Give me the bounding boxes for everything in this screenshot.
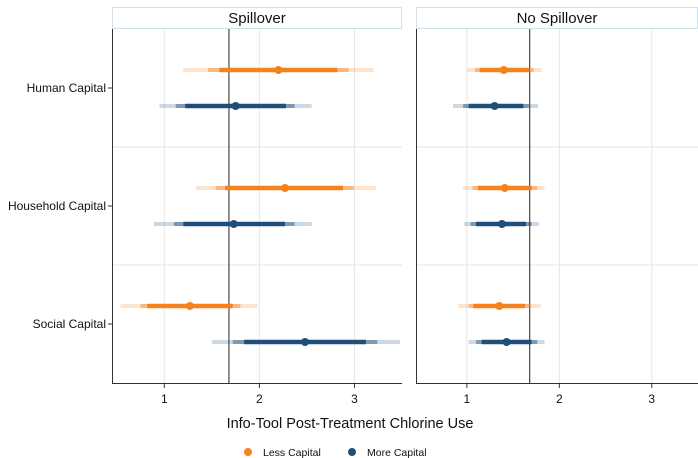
x-tick-label: 1 <box>464 392 471 406</box>
panel-title: Spillover <box>228 10 286 27</box>
coef-more-capital-household-capital <box>464 220 539 228</box>
x-tick-label: 1 <box>161 392 168 406</box>
coef-more-capital-social-capital <box>211 338 401 346</box>
point-estimate <box>301 338 310 346</box>
panel-spillover: Spillover 1 2 3 <box>112 7 402 406</box>
legend-marker <box>348 448 356 456</box>
legend-label: More Capital <box>367 447 427 458</box>
legend-item-less-capital: Less Capital <box>244 447 321 458</box>
point-estimate <box>185 302 194 310</box>
coef-less-capital-social-capital <box>458 302 541 310</box>
coef-less-capital-household-capital <box>463 184 545 192</box>
point-estimate <box>281 184 290 192</box>
legend: Less Capital More Capital <box>244 447 427 458</box>
y-tick-label: Social Capital <box>33 317 106 331</box>
coef-less-capital-human-capital <box>183 66 374 74</box>
y-tick-label: Human Capital <box>27 81 106 95</box>
legend-marker <box>244 448 252 456</box>
legend-item-more-capital: More Capital <box>348 447 427 458</box>
coef-more-capital-social-capital <box>468 338 545 346</box>
point-estimate <box>495 302 504 310</box>
coef-more-capital-household-capital <box>153 220 312 228</box>
coef-less-capital-human-capital <box>466 66 542 74</box>
point-estimate <box>490 102 499 110</box>
panel-title: No Spillover <box>517 10 598 27</box>
point-estimate <box>499 66 508 74</box>
panel-header <box>112 7 402 29</box>
point-estimate <box>500 184 509 192</box>
x-tick-label: 2 <box>556 392 563 406</box>
point-estimate <box>274 66 283 74</box>
point-estimate <box>497 220 506 228</box>
panel-no-spillover: No Spillover 1 2 3 <box>416 7 698 406</box>
x-tick-label: 3 <box>351 392 358 406</box>
point-estimate <box>229 220 238 228</box>
legend-label: Less Capital <box>263 447 321 458</box>
x-axis-label: Info-Tool Post-Treatment Chlorine Use <box>227 416 474 432</box>
coef-more-capital-human-capital <box>452 102 539 110</box>
y-tick-label: Household Capital <box>8 199 106 213</box>
x-tick-label: 3 <box>648 392 655 406</box>
chart-panels: Spillover 1 2 3 No Spillover 1 2 3 <box>112 7 698 406</box>
coef-more-capital-human-capital <box>159 102 312 110</box>
x-tick-label: 2 <box>256 392 263 406</box>
y-axis-labels: Human Capital Household Capital Social Cap… <box>8 81 112 331</box>
coef-less-capital-household-capital <box>195 184 377 192</box>
point-estimate <box>502 338 511 346</box>
point-estimate <box>231 102 240 110</box>
coef-less-capital-social-capital <box>120 302 258 310</box>
